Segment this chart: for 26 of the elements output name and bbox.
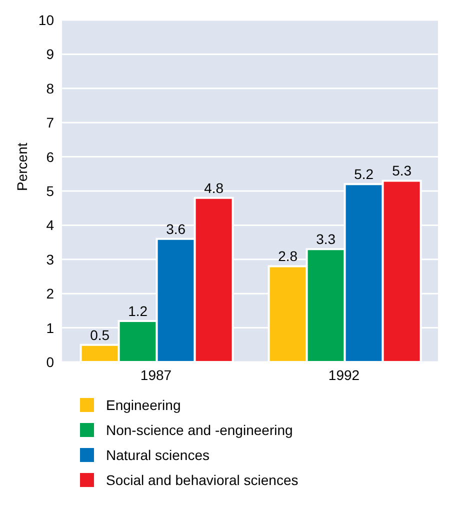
data-label: 0.5 [90, 326, 110, 343]
y-tick-label: 8 [46, 80, 54, 96]
legend-label: Natural sciences [106, 446, 210, 462]
data-label: 2.8 [278, 248, 298, 264]
data-label: 1.2 [128, 302, 148, 319]
data-label: 3.3 [316, 231, 336, 248]
y-tick-label: 0 [46, 354, 54, 370]
data-label: 4.8 [204, 180, 224, 196]
legend-label: Non-science and -engineering [106, 422, 293, 438]
y-axis-title: Percent [14, 142, 30, 191]
y-tick-label: 10 [38, 12, 54, 28]
x-tick-label: 1987 [140, 366, 172, 383]
legend-label: Social and behavioral sciences [106, 472, 298, 488]
x-tick-label: 1992 [328, 366, 360, 383]
y-tick-label: 3 [46, 251, 54, 268]
y-tick-label: 5 [46, 182, 54, 199]
data-label: 3.6 [166, 220, 186, 237]
legend-label: Engineering [106, 396, 181, 412]
y-tick-label: 1 [46, 320, 54, 336]
y-tick-label: 2 [46, 286, 54, 302]
y-tick-label: 9 [46, 46, 54, 62]
data-label: 5.3 [392, 162, 412, 179]
y-tick-label: 4 [46, 217, 54, 234]
y-tick-label: 7 [46, 114, 54, 131]
data-label: 5.2 [354, 166, 374, 182]
y-tick-label: 6 [46, 148, 54, 165]
